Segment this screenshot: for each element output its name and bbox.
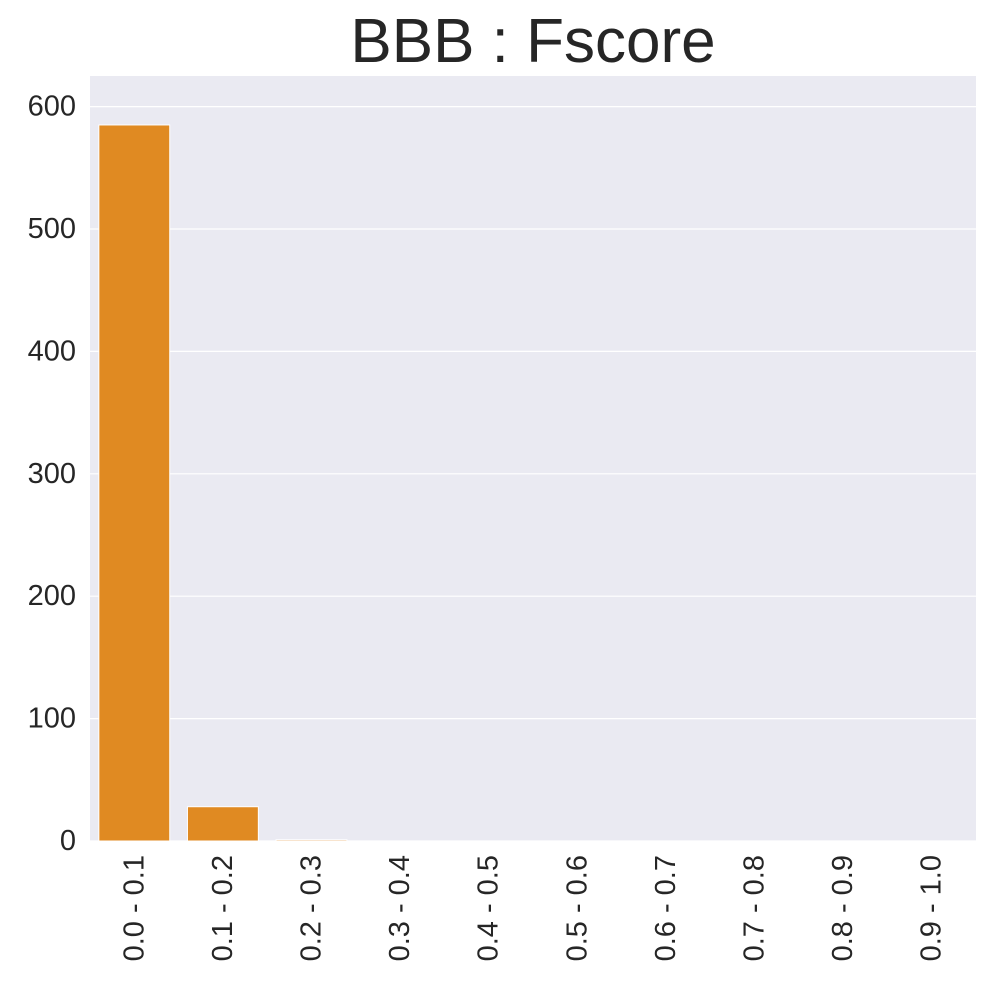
bars: [98, 124, 348, 842]
x-tick-label: 0.0 - 0.1: [118, 855, 150, 961]
x-tick-label: 0.5 - 0.6: [561, 855, 593, 961]
x-tick-label: 0.4 - 0.5: [473, 855, 505, 961]
y-tick-label: 600: [28, 91, 76, 123]
bar: [186, 806, 259, 842]
plot-background: [90, 76, 976, 841]
x-tick-label: 0.2 - 0.3: [296, 855, 328, 961]
x-tick-label: 0.3 - 0.4: [384, 855, 416, 961]
bar: [98, 124, 171, 842]
x-tick-label: 0.7 - 0.8: [739, 855, 771, 961]
x-tick-label: 0.9 - 1.0: [916, 855, 948, 961]
x-tick-label: 0.6 - 0.7: [650, 855, 682, 961]
y-tick-label: 100: [28, 703, 76, 735]
chart-title: BBB : Fscore: [350, 7, 716, 76]
y-tick-label: 500: [28, 213, 76, 245]
y-tick-label: 200: [28, 580, 76, 612]
y-tick-label: 300: [28, 458, 76, 490]
x-tick-label: 0.1 - 0.2: [207, 855, 239, 961]
y-tick-label: 400: [28, 335, 76, 367]
y-tick-label: 0: [60, 825, 76, 857]
x-axis-ticks: 0.0 - 0.1 0.1 - 0.2 0.2 - 0.3 0.3 - 0.4 0.4 …: [118, 855, 947, 961]
x-tick-label: 0.8 - 0.9: [827, 855, 859, 961]
y-axis-ticks: 0 100 200 300 400 500 600: [28, 91, 76, 857]
bar: [275, 839, 348, 842]
